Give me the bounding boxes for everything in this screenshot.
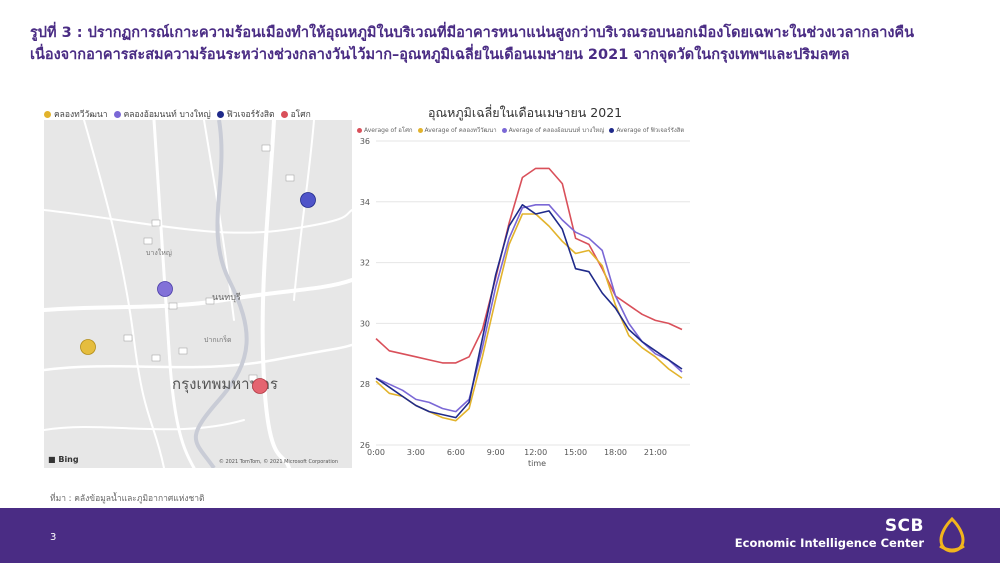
- x-axis-label: time: [528, 459, 546, 468]
- map-label-pakkret: ปากเกร็ด: [204, 335, 232, 344]
- y-tick-label-26: 26: [360, 441, 370, 450]
- series-line-4: [375, 204, 683, 419]
- x-tick-label-4: 12:00: [524, 448, 547, 457]
- brand-unit: Economic Intelligence Center: [734, 536, 924, 550]
- chart-legend-item-2: Average of คลองทวีวัฒนา: [417, 125, 497, 135]
- y-tick-label-36: 36: [360, 137, 370, 146]
- x-tick-label-5: 15:00: [564, 448, 587, 457]
- y-tick-label-30: 30: [360, 319, 370, 328]
- map-label-bangyai: บางใหญ่: [146, 248, 172, 257]
- map-label-nonthaburi: นนทบุรี: [212, 292, 241, 303]
- chart-legend-item-1: Average of อโศก: [357, 125, 413, 135]
- x-tick-label-7: 21:00: [644, 448, 667, 457]
- map-roads: นนทบุรี บางใหญ่ ปากเกร็ด กรุงเทพมหานคร: [44, 120, 352, 468]
- x-tick-label-1: 3:00: [407, 448, 425, 457]
- slide-title: รูปที่ 3 : ปรากฏการณ์เกาะความร้อนเมืองทำ…: [30, 25, 915, 63]
- chart-legend-item-4: Average of ฟิวเจอร์รังสิต: [609, 125, 684, 135]
- x-tick-label-6: 18:00: [604, 448, 627, 457]
- map-label-city: กรุงเทพมหานคร: [172, 375, 278, 394]
- brand-name: SCB: [884, 516, 924, 536]
- series-line-3: [375, 204, 683, 413]
- station-asok[interactable]: [252, 378, 268, 394]
- map-legend-item-2: คลองอ้อมนนท์ บางใหญ่: [113, 107, 211, 121]
- map-legend-item-1: คลองทวีวัฒนา: [44, 107, 108, 121]
- map-legend-item-4: อโศก: [280, 107, 311, 121]
- footer-bar: 3 SCB Economic Intelligence Center: [0, 508, 1000, 563]
- map-legend-item-3: ฟิวเจอร์รังสิต: [216, 107, 275, 121]
- scb-logo-icon: [939, 516, 965, 553]
- map-attribution: © 2021 TomTom, © 2021 Microsoft Corporat…: [218, 459, 338, 465]
- map-legend: คลองทวีวัฒนา คลองอ้อมนนท์ บางใหญ่ ฟิวเจอ…: [44, 107, 311, 121]
- bing-logo-icon: ■ Bing: [48, 455, 79, 464]
- chart-legend: Average of อโศก Average of คลองทวีวัฒนา …: [357, 125, 684, 135]
- y-tick-label-34: 34: [360, 198, 370, 207]
- bangkok-map[interactable]: นนทบุรี บางใหญ่ ปากเกร็ด กรุงเทพมหานคร ■…: [44, 120, 352, 468]
- y-tick-label-32: 32: [360, 259, 370, 268]
- line-chart: 26 28 30 32 34 36 0:00 3:00 6:00 9:00 12:00 15:00 18…: [360, 137, 690, 468]
- x-tick-label-0: 0:00: [367, 448, 385, 457]
- station-khlong-om-non[interactable]: [157, 281, 173, 297]
- x-tick-label-3: 9:00: [487, 448, 505, 457]
- chart-legend-item-3: Average of คลองอ้อมนนท์ บางใหญ่: [501, 125, 604, 135]
- x-tick-label-2: 6:00: [447, 448, 465, 457]
- series-line-2: [375, 213, 683, 422]
- chart-title: อุณหภูมิเฉลี่ยในเดือนเมษายน 2021: [428, 105, 623, 120]
- station-future-rangsit[interactable]: [300, 192, 316, 208]
- y-tick-label-28: 28: [360, 380, 370, 389]
- source-note: ที่มา : คลังข้อมูลน้ำและภูมิอากาศแห่งชาต…: [50, 494, 205, 504]
- brand-block: SCB Economic Intelligence Center: [735, 516, 924, 550]
- page-number: 3: [50, 532, 57, 543]
- series-line-1: [375, 167, 683, 364]
- station-khlong-thawi-watthana[interactable]: [80, 339, 96, 355]
